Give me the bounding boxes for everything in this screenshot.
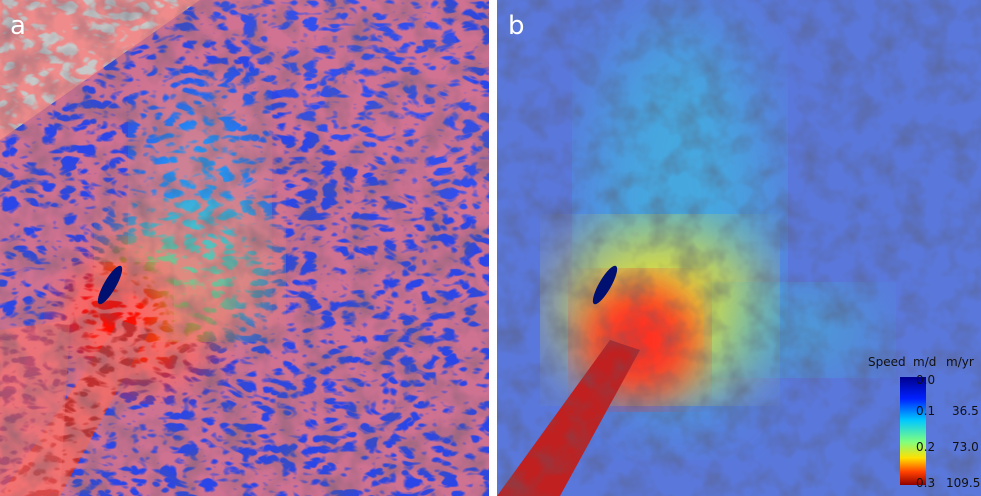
legend-tick: 109.5 — [946, 476, 980, 490]
legend-unit: m/d — [913, 355, 936, 369]
legend: Speed m/d m/yr 0.0 0.1 0.2 0.3 36.5 73.0… — [868, 355, 980, 490]
legend-tick: 0.2 — [916, 440, 935, 454]
panel-a: a — [0, 0, 489, 496]
legend-tick: 73.0 — [952, 440, 979, 454]
legend-tick: 36.5 — [952, 404, 979, 418]
panel-b: b — [497, 0, 981, 496]
panel-label: a — [10, 11, 26, 41]
legend-tick: 0.1 — [916, 404, 935, 418]
colorbar — [900, 377, 926, 485]
legend-tick: 0.3 — [916, 476, 935, 490]
legend-tick: 0.0 — [916, 373, 935, 387]
legend-title: Speed — [868, 355, 906, 369]
panel-label: b — [508, 11, 525, 41]
legend-unit: m/yr — [946, 355, 974, 369]
